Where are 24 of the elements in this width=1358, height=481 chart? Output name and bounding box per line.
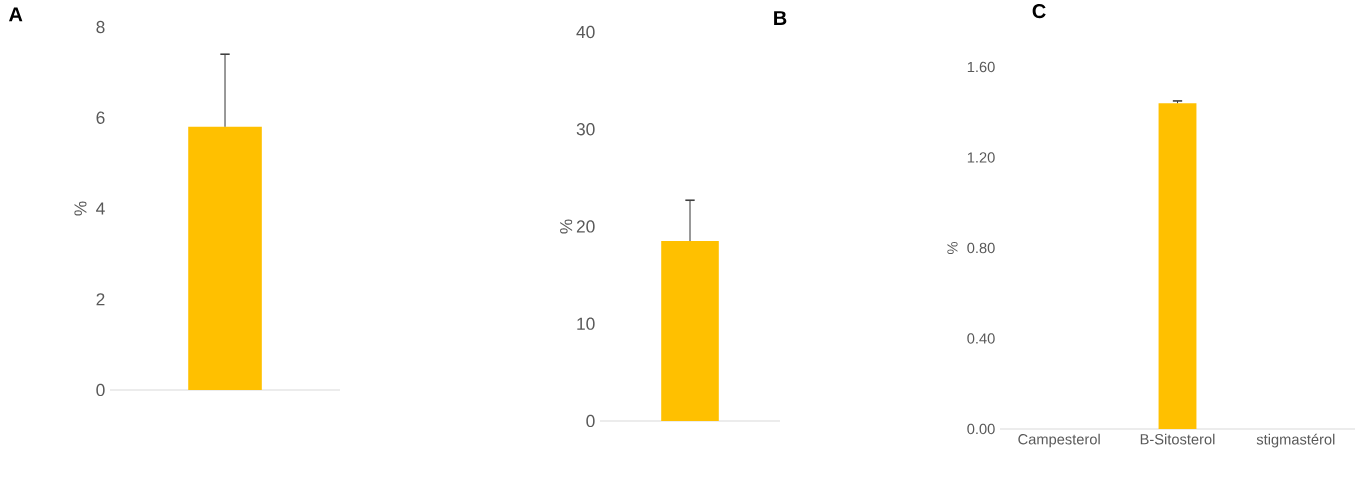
y-tick-label: 0 xyxy=(96,383,105,397)
y-tick-label: 0 xyxy=(586,414,595,428)
y-tick-label: 1.20 xyxy=(967,152,995,163)
y-tick-label: 8 xyxy=(96,20,105,34)
y-tick-label: 2 xyxy=(96,293,105,306)
chart-title: C xyxy=(1032,3,1046,19)
y-tick-label: 20 xyxy=(576,220,595,233)
chart-title: A xyxy=(9,7,23,22)
y-axis-title: % xyxy=(560,219,573,234)
y-tick-label: 30 xyxy=(576,123,595,136)
y-tick-label: 10 xyxy=(577,317,595,330)
y-tick-label: 0.80 xyxy=(967,242,995,254)
y-axis-title: % xyxy=(947,242,958,254)
y-tick-label: 4 xyxy=(96,202,105,215)
x-tick-label: B-Sitosterol xyxy=(1140,433,1215,445)
chart-title: B xyxy=(774,11,787,25)
x-tick-label: Campesterol xyxy=(1018,433,1100,448)
x-tick-label: stigmastérol xyxy=(1256,433,1335,448)
y-axis-title: % xyxy=(74,201,87,216)
y-tick-label: 0.40 xyxy=(967,333,995,344)
y-tick-label: 1.60 xyxy=(967,61,995,73)
y-tick-label: 0.00 xyxy=(967,423,995,435)
y-tick-label: 40 xyxy=(576,25,595,39)
y-tick-label: 6 xyxy=(96,111,105,124)
